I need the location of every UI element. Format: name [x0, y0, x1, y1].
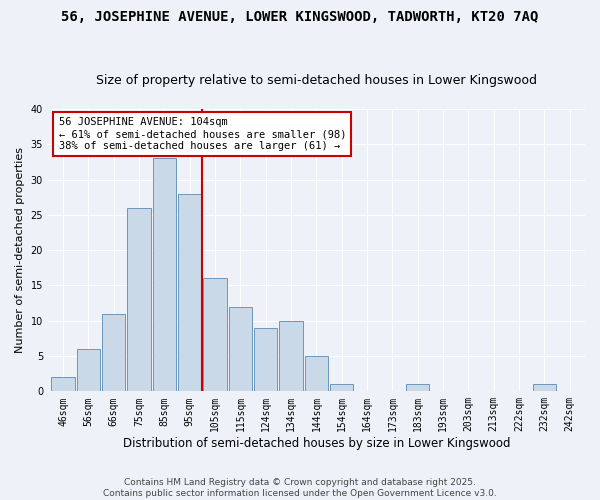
X-axis label: Distribution of semi-detached houses by size in Lower Kingswood: Distribution of semi-detached houses by …	[123, 437, 510, 450]
Bar	[280, 321, 303, 392]
Bar	[533, 384, 556, 392]
Bar	[77, 349, 100, 392]
Text: Contains HM Land Registry data © Crown copyright and database right 2025.
Contai: Contains HM Land Registry data © Crown c…	[103, 478, 497, 498]
Bar	[229, 306, 252, 392]
Y-axis label: Number of semi-detached properties: Number of semi-detached properties	[15, 147, 25, 353]
Bar	[127, 208, 151, 392]
Bar	[52, 377, 75, 392]
Bar	[305, 356, 328, 392]
Bar	[153, 158, 176, 392]
Text: 56, JOSEPHINE AVENUE, LOWER KINGSWOOD, TADWORTH, KT20 7AQ: 56, JOSEPHINE AVENUE, LOWER KINGSWOOD, T…	[61, 10, 539, 24]
Bar	[178, 194, 202, 392]
Bar	[254, 328, 277, 392]
Title: Size of property relative to semi-detached houses in Lower Kingswood: Size of property relative to semi-detach…	[96, 74, 537, 87]
Bar	[203, 278, 227, 392]
Text: 56 JOSEPHINE AVENUE: 104sqm
← 61% of semi-detached houses are smaller (98)
38% o: 56 JOSEPHINE AVENUE: 104sqm ← 61% of sem…	[59, 118, 346, 150]
Bar	[330, 384, 353, 392]
Bar	[406, 384, 430, 392]
Bar	[102, 314, 125, 392]
